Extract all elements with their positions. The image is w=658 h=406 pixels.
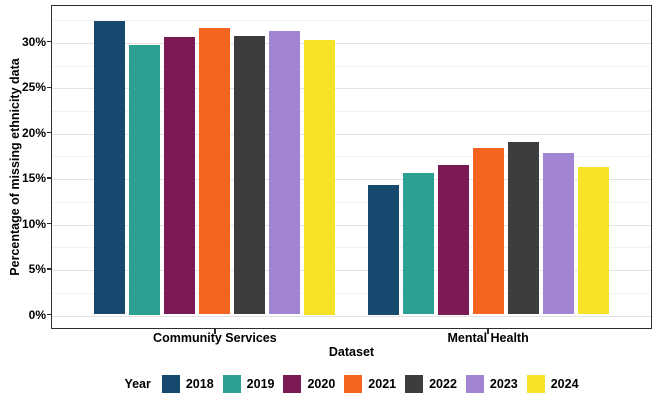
legend-label-2021: 2021 (368, 377, 397, 391)
gridline-major (52, 270, 651, 272)
bar-2024-community-services (304, 40, 336, 315)
y-tick-label: 15% (21, 171, 46, 186)
bar-2022-community-services (234, 36, 266, 315)
y-tick-label: 0% (28, 307, 46, 322)
gridline-minor (52, 292, 651, 294)
legend-entry-2024: 2024 (526, 375, 579, 393)
legend-swatch-2020 (283, 375, 302, 393)
legend-entry-2018: 2018 (161, 375, 214, 393)
y-tick-mark (46, 313, 51, 316)
y-tick-label: 10% (21, 216, 46, 231)
legend-swatch-2018 (161, 375, 180, 393)
x-category-label: Community Services (153, 331, 277, 345)
legend: Year 2018 2019 2020 2021 2022 2023 2024 (51, 371, 652, 397)
bar-2021-community-services (199, 28, 231, 315)
x-tick-mark (214, 329, 216, 334)
y-tick-label: 25% (21, 80, 46, 95)
bar-2020-mental-health (437, 164, 469, 315)
gridline-minor (52, 201, 651, 203)
y-tick-mark (46, 222, 51, 225)
gridline-minor (52, 156, 651, 158)
legend-entry-2019: 2019 (222, 375, 275, 393)
legend-swatch-2022 (405, 375, 424, 393)
bar-2022-mental-health (507, 141, 539, 315)
bar-2023-community-services (269, 30, 301, 315)
x-axis-title: Dataset (328, 345, 375, 359)
bar-2024-mental-health (577, 167, 609, 315)
legend-entry-2020: 2020 (283, 375, 335, 393)
bar-2018-mental-health (367, 184, 399, 315)
bar-2023-mental-health (542, 152, 574, 315)
x-category-label: Mental Health (447, 331, 529, 345)
gridline-major (52, 133, 651, 135)
legend-swatch-2021 (344, 375, 363, 393)
gridline-major (52, 224, 651, 226)
legend-label-2020: 2020 (307, 377, 336, 391)
legend-entry-2021: 2021 (344, 375, 396, 393)
legend-label-2019: 2019 (246, 377, 275, 391)
gridline-major (52, 42, 651, 44)
gridline-minor (52, 111, 651, 112)
bar-2018-community-services (94, 20, 126, 315)
bar-2019-mental-health (402, 172, 434, 315)
y-tick-mark (46, 86, 51, 88)
gridline-major (52, 88, 651, 90)
bar-2019-community-services (129, 44, 161, 315)
legend-entry-2023: 2023 (465, 375, 518, 393)
legend-label-2018: 2018 (185, 377, 214, 391)
legend-label-2023: 2023 (489, 377, 518, 391)
legend-label-2022: 2022 (429, 377, 457, 391)
legend-swatch-2019 (222, 375, 241, 393)
gridline-minor (52, 247, 651, 249)
x-tick-mark (487, 329, 489, 334)
y-tick-mark (46, 132, 51, 134)
legend-swatch-2023 (465, 375, 484, 393)
gridline-major (52, 315, 651, 317)
y-tick-mark (46, 268, 51, 270)
bar-2021-mental-health (472, 148, 504, 315)
y-tick-mark (46, 177, 51, 179)
y-tick-label: 5% (28, 262, 46, 277)
bar-2020-community-services (164, 37, 196, 315)
legend-entry-2022: 2022 (405, 375, 457, 393)
y-tick-label: 20% (21, 125, 46, 140)
y-tick-label: 30% (21, 34, 46, 49)
gridline-major (52, 179, 651, 181)
legend-title: Year (124, 377, 151, 391)
legend-label-2024: 2024 (550, 377, 579, 391)
gridline-minor (52, 65, 651, 67)
legend-swatch-2024 (526, 375, 545, 393)
gridline-minor (52, 20, 651, 22)
y-tick-mark (46, 41, 51, 43)
